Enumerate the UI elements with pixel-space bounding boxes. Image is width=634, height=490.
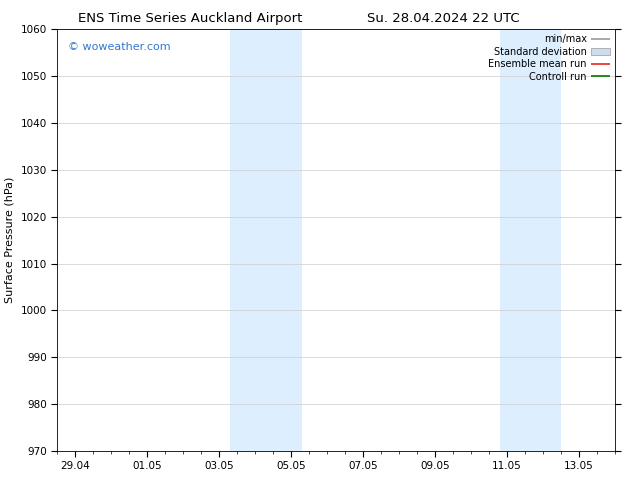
Text: Su. 28.04.2024 22 UTC: Su. 28.04.2024 22 UTC [368,12,520,25]
Bar [230,29,302,451]
Legend: min/max, Standard deviation, Ensemble mean run, Controll run: min/max, Standard deviation, Ensemble me… [486,31,613,84]
Text: ENS Time Series Auckland Airport: ENS Time Series Auckland Airport [78,12,302,25]
Bar [500,29,561,451]
Y-axis label: Surface Pressure (hPa): Surface Pressure (hPa) [5,177,15,303]
Text: © woweather.com: © woweather.com [68,42,171,52]
